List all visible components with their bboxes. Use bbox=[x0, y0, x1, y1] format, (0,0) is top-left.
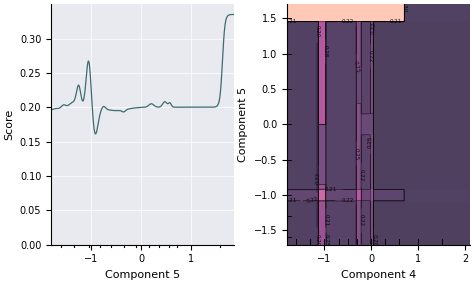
Y-axis label: Score: Score bbox=[4, 109, 14, 140]
Text: 0.22: 0.22 bbox=[306, 197, 319, 204]
Text: 0.25: 0.25 bbox=[353, 60, 360, 73]
Text: 0.21: 0.21 bbox=[284, 19, 297, 24]
Text: 0.22: 0.22 bbox=[359, 169, 364, 181]
Text: 0.22: 0.22 bbox=[316, 172, 321, 184]
Text: 0.20: 0.20 bbox=[315, 234, 319, 246]
X-axis label: Component 4: Component 4 bbox=[341, 270, 416, 280]
X-axis label: Component 5: Component 5 bbox=[105, 270, 180, 280]
Text: 0.30: 0.30 bbox=[401, 1, 407, 13]
Text: 0.22: 0.22 bbox=[342, 19, 354, 24]
Text: 0.28: 0.28 bbox=[323, 45, 328, 58]
Text: 0.22: 0.22 bbox=[341, 198, 354, 203]
Text: 0.21: 0.21 bbox=[325, 187, 337, 192]
Y-axis label: Component 5: Component 5 bbox=[238, 87, 248, 162]
Text: 0.20: 0.20 bbox=[315, 25, 319, 37]
Text: 0.22: 0.22 bbox=[368, 50, 373, 62]
Text: 0.22: 0.22 bbox=[371, 21, 376, 34]
Text: 0.22: 0.22 bbox=[359, 214, 364, 227]
Text: 0.21: 0.21 bbox=[390, 19, 402, 24]
Text: 0.25: 0.25 bbox=[354, 148, 359, 160]
Text: 0.25: 0.25 bbox=[323, 234, 328, 246]
Text: 0.20: 0.20 bbox=[371, 234, 376, 246]
Text: 0.21: 0.21 bbox=[284, 198, 297, 203]
Text: 0.25: 0.25 bbox=[368, 135, 374, 148]
Text: 0.21: 0.21 bbox=[324, 214, 328, 227]
